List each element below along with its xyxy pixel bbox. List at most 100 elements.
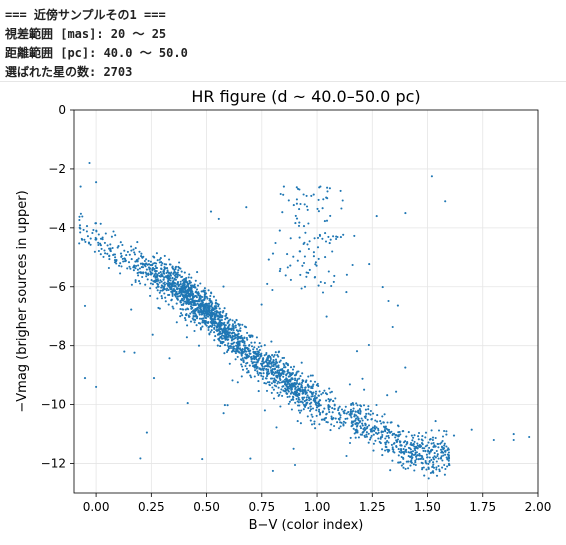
data-point xyxy=(324,256,327,259)
data-point xyxy=(224,333,227,336)
data-point xyxy=(296,420,299,423)
data-point xyxy=(339,236,342,239)
data-point xyxy=(179,315,182,318)
data-point xyxy=(288,383,292,386)
data-point xyxy=(285,362,288,365)
data-point xyxy=(244,364,247,368)
data-point xyxy=(240,375,243,378)
data-point xyxy=(189,284,193,287)
data-point xyxy=(377,437,380,440)
data-point xyxy=(247,347,250,350)
data-point xyxy=(279,359,282,362)
data-point xyxy=(301,372,304,375)
data-point xyxy=(409,460,412,463)
data-point xyxy=(325,399,328,402)
data-point xyxy=(282,385,285,388)
data-point xyxy=(310,413,313,416)
data-point xyxy=(298,188,301,191)
data-point xyxy=(410,452,414,455)
data-point xyxy=(425,453,428,456)
data-point xyxy=(364,424,367,427)
data-point xyxy=(196,284,200,287)
data-point xyxy=(452,434,456,437)
data-point xyxy=(367,424,371,427)
data-point xyxy=(291,384,294,387)
data-point xyxy=(191,301,194,304)
data-point xyxy=(332,235,335,238)
data-point xyxy=(224,327,227,330)
data-point xyxy=(197,344,201,347)
data-point xyxy=(236,381,239,384)
data-point xyxy=(119,262,122,265)
data-point xyxy=(241,348,244,351)
data-point xyxy=(299,250,302,253)
data-point xyxy=(319,185,322,188)
data-point xyxy=(392,442,395,445)
data-point xyxy=(311,385,314,388)
data-point xyxy=(143,259,146,263)
data-point xyxy=(279,192,282,196)
data-point xyxy=(224,318,227,321)
data-point xyxy=(224,314,227,318)
data-point xyxy=(134,280,137,284)
data-point xyxy=(247,371,250,374)
data-point xyxy=(318,408,321,411)
data-point xyxy=(359,404,362,407)
data-point xyxy=(134,279,137,282)
data-point xyxy=(300,361,303,364)
data-point xyxy=(168,286,171,289)
data-point xyxy=(227,326,230,330)
data-point xyxy=(236,342,239,345)
data-point xyxy=(283,378,287,381)
data-point xyxy=(318,390,321,393)
data-point xyxy=(282,185,285,188)
data-point xyxy=(320,393,323,396)
data-point xyxy=(284,382,287,385)
data-point xyxy=(293,391,296,394)
data-point xyxy=(213,339,216,342)
data-point xyxy=(415,458,418,461)
data-point xyxy=(169,277,172,280)
data-point xyxy=(281,356,284,360)
data-point xyxy=(321,237,324,240)
data-point xyxy=(207,315,210,318)
data-point xyxy=(271,369,274,372)
data-point xyxy=(227,347,231,350)
data-point xyxy=(292,385,295,388)
data-point xyxy=(278,375,281,378)
data-point xyxy=(136,241,139,244)
data-point xyxy=(227,324,230,328)
data-point xyxy=(213,331,216,334)
data-point xyxy=(185,336,188,339)
data-point xyxy=(86,235,89,238)
data-point xyxy=(384,425,387,428)
data-point xyxy=(275,426,278,429)
data-point xyxy=(294,387,297,391)
data-point xyxy=(207,302,210,305)
data-point xyxy=(407,451,410,454)
data-point xyxy=(294,379,297,382)
data-point xyxy=(78,242,81,245)
data-point xyxy=(191,299,194,302)
data-point xyxy=(214,335,217,338)
data-point xyxy=(447,457,451,460)
data-point xyxy=(407,446,410,449)
data-point xyxy=(198,317,202,320)
data-point xyxy=(150,273,153,276)
data-point xyxy=(144,283,147,286)
data-point xyxy=(217,217,220,220)
data-point xyxy=(212,320,215,323)
data-point xyxy=(123,350,126,353)
data-point xyxy=(348,413,351,416)
data-point xyxy=(202,304,205,307)
data-point xyxy=(152,377,156,380)
data-point xyxy=(444,450,447,453)
data-point xyxy=(316,236,320,239)
data-point xyxy=(311,395,314,398)
data-point xyxy=(321,291,325,294)
data-point xyxy=(281,369,284,372)
data-point xyxy=(361,419,364,422)
data-point xyxy=(395,445,398,448)
data-point xyxy=(428,438,431,441)
data-point xyxy=(180,270,183,273)
